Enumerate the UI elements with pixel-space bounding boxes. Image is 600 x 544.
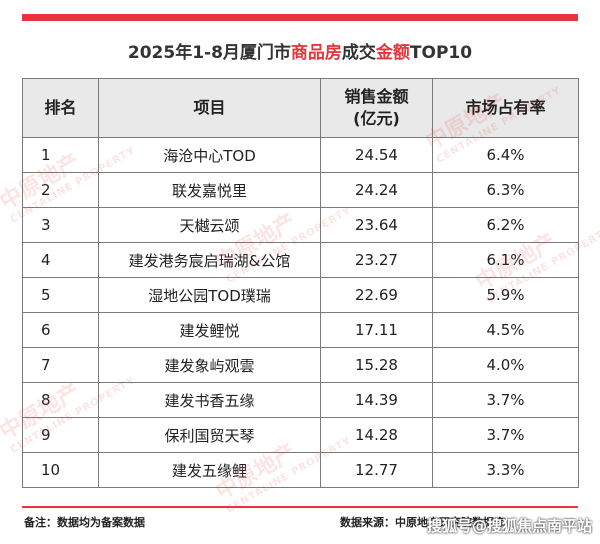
project-cell: 保利国贸天琴: [98, 417, 321, 453]
table-row: 1 海沧中心TOD 24.54 6.4%: [22, 137, 579, 173]
amount-cell: 23.64: [320, 207, 433, 243]
project-cell: 建发港务宸启瑞湖&公馆: [98, 242, 321, 278]
project-cell: 建发象屿观雲: [98, 347, 321, 383]
project-cell: 建发五缘鲤: [98, 452, 321, 488]
share-cell: 4.0%: [432, 347, 579, 383]
table-row: 2 联发嘉悦里 24.24 6.3%: [22, 172, 579, 208]
rank-cell: 1: [22, 137, 99, 173]
project-cell: 建发鲤悦: [98, 312, 321, 348]
table-header-row: 排名 项目 销售金额 (亿元) 市场占有率: [22, 78, 579, 138]
project-cell: 海沧中心TOD: [98, 137, 321, 173]
share-cell: 3.7%: [432, 382, 579, 418]
page-title: 2025年1-8月厦门市商品房成交金额TOP10: [127, 43, 473, 63]
amount-cell: 12.77: [320, 452, 433, 488]
rank-cell: 8: [22, 382, 99, 418]
project-cell: 建发书香五缘: [98, 382, 321, 418]
amount-cell: 24.24: [320, 172, 433, 208]
table-row: 10 建发五缘鲤 12.77 3.3%: [22, 452, 579, 488]
header-project: 项目: [98, 78, 321, 138]
rank-cell: 10: [22, 452, 99, 488]
project-cell: 湿地公园TOD璞瑞: [98, 277, 321, 313]
table-row: 6 建发鲤悦 17.11 4.5%: [22, 312, 579, 348]
rank-cell: 5: [22, 277, 99, 313]
top-accent-bar: [22, 14, 578, 21]
project-cell: 天樾云颂: [98, 207, 321, 243]
footer-watermark: 搜狐号@搜狐焦点南平站: [426, 517, 592, 535]
bottom-divider: [22, 506, 578, 508]
share-cell: 3.3%: [432, 452, 579, 488]
amount-cell: 15.28: [320, 347, 433, 383]
share-cell: 3.7%: [432, 417, 579, 453]
table-row: 7 建发象屿观雲 15.28 4.0%: [22, 347, 579, 383]
data-source: 数据来源：中原地产研究院数据库: [340, 516, 505, 529]
header-amount: 销售金额 (亿元): [320, 78, 433, 138]
header-rank: 排名: [22, 78, 99, 138]
rank-cell: 3: [22, 207, 99, 243]
amount-cell: 24.54: [320, 137, 433, 173]
rank-cell: 9: [22, 417, 99, 453]
amount-cell: 22.69: [320, 277, 433, 313]
rank-cell: 2: [22, 172, 99, 208]
table-row: 8 建发书香五缘 14.39 3.7%: [22, 382, 579, 418]
table-row: 3 天樾云颂 23.64 6.2%: [22, 207, 579, 243]
share-cell: 6.2%: [432, 207, 579, 243]
ranking-table: 排名 项目 销售金额 (亿元) 市场占有率 1 海沧中心TOD 24.54 6.4% 2…: [22, 78, 579, 488]
share-cell: 4.5%: [432, 312, 579, 348]
amount-cell: 23.27: [320, 242, 433, 278]
rank-cell: 7: [22, 347, 99, 383]
rank-cell: 6: [22, 312, 99, 348]
footnote: 备注：数据均为备案数据: [24, 516, 145, 529]
share-cell: 6.4%: [432, 137, 579, 173]
amount-cell: 14.28: [320, 417, 433, 453]
amount-cell: 17.11: [320, 312, 433, 348]
rank-cell: 4: [22, 242, 99, 278]
table-row: 5 湿地公园TOD璞瑞 22.69 5.9%: [22, 277, 579, 313]
header-share: 市场占有率: [432, 78, 579, 138]
share-cell: 6.3%: [432, 172, 579, 208]
project-cell: 联发嘉悦里: [98, 172, 321, 208]
table-row: 9 保利国贸天琴 14.28 3.7%: [22, 417, 579, 453]
table-row: 4 建发港务宸启瑞湖&公馆 23.27 6.1%: [22, 242, 579, 278]
share-cell: 6.1%: [432, 242, 579, 278]
amount-cell: 14.39: [320, 382, 433, 418]
share-cell: 5.9%: [432, 277, 579, 313]
